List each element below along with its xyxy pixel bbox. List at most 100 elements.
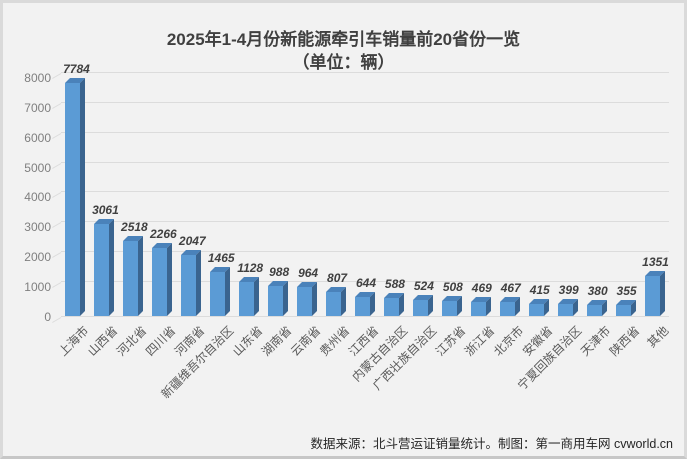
bar-front-face	[181, 254, 197, 316]
bar-value-label: 1465	[207, 251, 235, 266]
bar-value-label: 588	[384, 277, 405, 292]
y-tick-label: 6000	[24, 130, 51, 145]
chart-title: 2025年1-4月份新能源牵引车销量前20省份一览	[166, 30, 521, 49]
bar-front-face	[326, 291, 342, 316]
bar	[94, 219, 115, 316]
axis-tick-connector	[52, 317, 62, 323]
bar-value-label: 524	[413, 279, 434, 294]
bar-side-face	[485, 296, 491, 316]
bar-side-face	[254, 277, 260, 316]
bar-front-face	[123, 240, 139, 316]
bar	[152, 243, 173, 316]
bar	[412, 295, 433, 316]
bar	[615, 300, 636, 316]
chart-subtitle: （单位：辆）	[292, 53, 395, 72]
bar	[239, 277, 260, 316]
y-tick-label: 2000	[24, 250, 51, 265]
bar-front-face	[470, 301, 486, 316]
bar-side-face	[398, 293, 404, 316]
gridline	[61, 251, 669, 253]
bar-side-face	[514, 297, 520, 316]
axis-tick-connector	[52, 252, 62, 259]
bar-front-face	[644, 275, 660, 316]
bar	[644, 270, 665, 316]
bar-side-face	[341, 286, 347, 316]
gridline	[61, 131, 669, 133]
bar-side-face	[630, 300, 636, 316]
bar-front-face	[412, 300, 428, 316]
y-tick-label: 8000	[24, 70, 51, 85]
bar	[268, 281, 289, 316]
axis-tick-connector	[52, 132, 62, 139]
bar-value-label: 469	[471, 280, 492, 295]
gridline	[61, 101, 669, 103]
bar-value-label: 2047	[178, 233, 206, 248]
axis-tick-connector	[52, 282, 62, 289]
bar	[441, 295, 462, 316]
bar-value-label: 964	[298, 266, 319, 281]
y-tick-label: 0	[44, 310, 51, 324]
bar-value-label: 508	[442, 279, 463, 294]
bar	[499, 297, 520, 316]
bar-value-label: 2266	[149, 227, 177, 242]
bar-side-face	[456, 295, 462, 316]
bar-value-label: 399	[558, 283, 579, 298]
chart-title-block: 2025年1-4月份新能源牵引车销量前20省份一览 （单位：辆）	[3, 28, 684, 74]
axis-tick-connector	[52, 162, 62, 169]
bar-side-face	[283, 281, 289, 316]
bar-side-face	[370, 291, 375, 316]
bar-value-label: 644	[355, 275, 377, 290]
bar-front-face	[94, 224, 110, 316]
bar-value-label: 807	[327, 270, 348, 285]
bar-side-face	[659, 270, 665, 316]
bar-front-face	[152, 248, 168, 316]
bar-side-face	[138, 235, 144, 316]
bar-front-face	[355, 296, 370, 316]
bar-side-face	[427, 295, 433, 316]
bar-front-face	[383, 298, 399, 316]
bar-side-face	[109, 219, 115, 316]
gridline	[61, 71, 669, 73]
plot-area: 0 1000 2000 3000 4000 5000 6000 7000 8000 7784 上海市…	[3, 3, 684, 456]
bar-value-label: 2518	[121, 219, 148, 234]
bar-front-face	[528, 303, 544, 316]
bar	[181, 249, 202, 316]
bar-value-label: 7784	[63, 62, 90, 77]
y-tick-label: 3000	[24, 220, 51, 235]
bar-front-face	[557, 304, 573, 316]
bar-front-face	[586, 304, 602, 316]
gridline	[61, 191, 669, 193]
bar-front-face	[210, 272, 226, 316]
bar-value-label: 355	[616, 284, 637, 299]
bar	[123, 235, 144, 316]
bar-value-label: 1351	[642, 254, 669, 269]
bar-value-label: 380	[587, 283, 608, 298]
bar-front-face	[297, 287, 313, 316]
y-tick-label: 4000	[24, 190, 51, 205]
bar-value-label: 988	[269, 265, 290, 280]
bar	[528, 298, 549, 316]
source-note: 数据来源：北斗营运证销量统计。制图：第一商用车网 cvworld.cn	[310, 437, 673, 451]
y-tick-label: 5000	[24, 160, 51, 175]
bar-front-face	[239, 282, 255, 316]
bar	[65, 78, 86, 316]
bar	[383, 293, 404, 316]
bar-front-face	[615, 305, 631, 316]
bar-front-face	[268, 286, 284, 316]
axis-tick-connector	[52, 192, 62, 199]
bar-value-label: 1128	[237, 261, 264, 276]
bar-front-face	[441, 300, 457, 316]
gridline	[61, 221, 669, 223]
gridline	[61, 161, 669, 163]
axis-tick-connector	[52, 102, 62, 109]
bar	[557, 299, 578, 316]
bar-value-label: 467	[500, 281, 521, 296]
y-tick-label: 1000	[24, 280, 51, 295]
bar-value-label: 415	[529, 282, 550, 297]
bar-front-face	[65, 83, 81, 316]
bar	[470, 296, 491, 316]
y-tick-label: 7000	[24, 100, 51, 115]
baseline	[61, 316, 669, 317]
bar-side-face	[312, 282, 318, 316]
